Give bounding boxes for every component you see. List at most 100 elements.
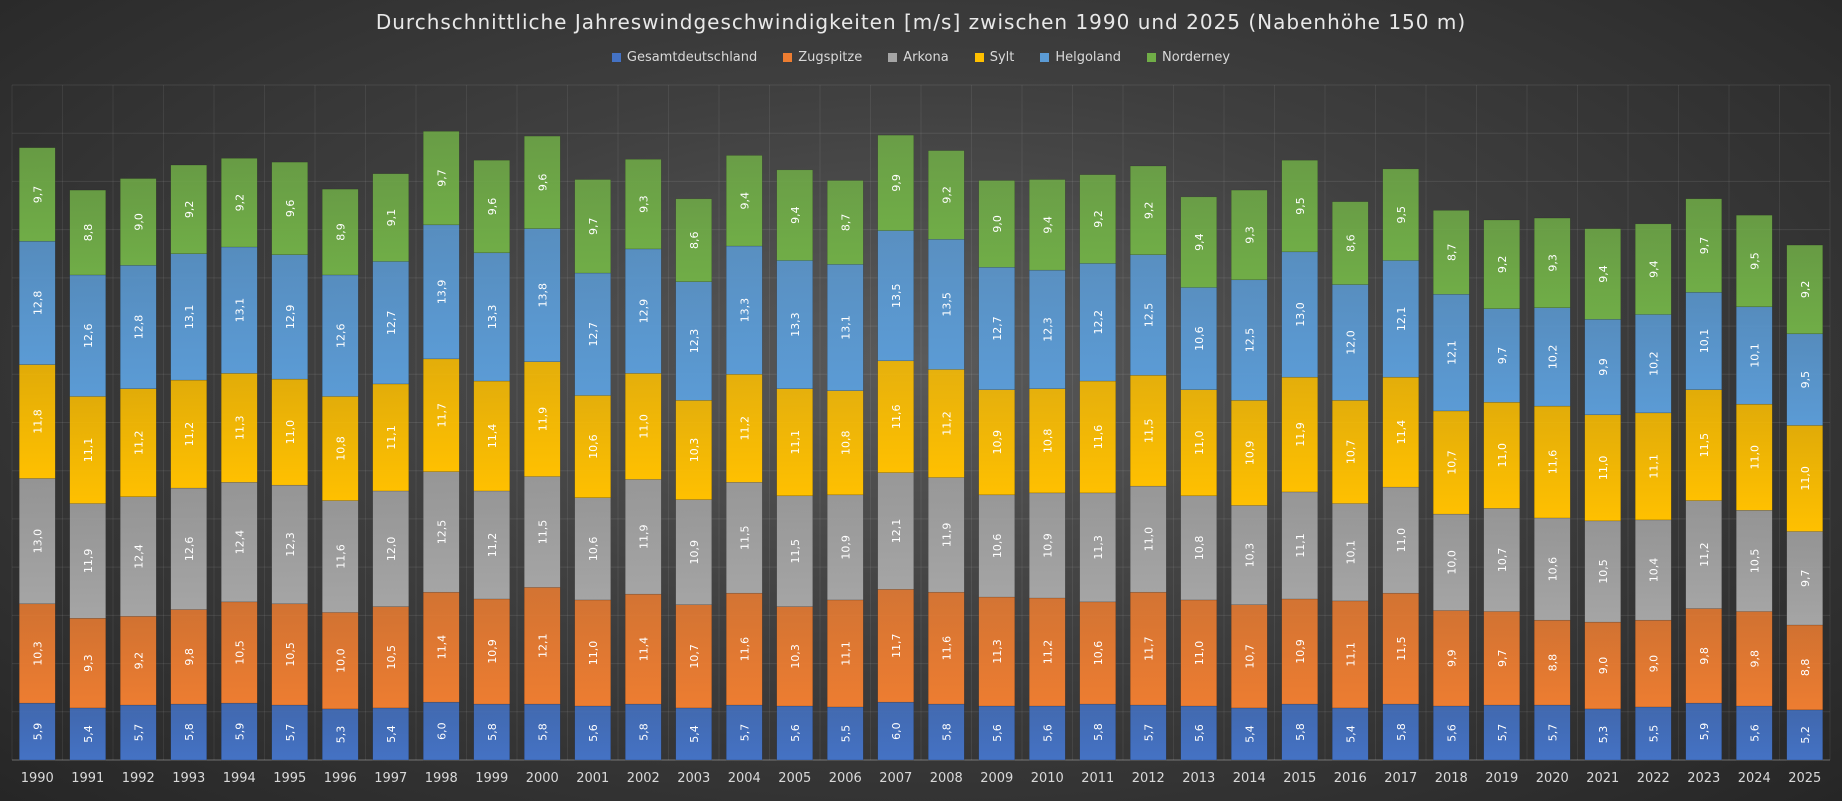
bar-arkona-1994 bbox=[221, 482, 258, 603]
bar-norderney-1991 bbox=[69, 189, 106, 276]
data-label: 13,3 bbox=[789, 312, 802, 337]
data-label: 10,8 bbox=[839, 431, 852, 456]
bar-zugspitze-1990 bbox=[19, 603, 56, 704]
chart-title: Durchschnittliche Jahreswindgeschwindigk… bbox=[375, 10, 1467, 34]
bar-sylt-2008 bbox=[928, 369, 965, 478]
data-label: 9,4 bbox=[738, 192, 751, 210]
bar-norderney-2015 bbox=[1281, 159, 1318, 253]
data-label: 11,9 bbox=[940, 523, 953, 548]
bar-sylt-1998 bbox=[423, 358, 460, 472]
bar-helgoland-2013 bbox=[1180, 287, 1217, 390]
data-label: 11,2 bbox=[1041, 640, 1054, 665]
data-label: 11,5 bbox=[1142, 418, 1155, 443]
data-label: 11,5 bbox=[789, 539, 802, 564]
legend-item-gesamtdeutschland[interactable]: Gesamtdeutschland bbox=[611, 50, 757, 65]
data-label: 5,8 bbox=[1294, 723, 1307, 741]
bar-gesamtdeutschland-2018 bbox=[1433, 705, 1470, 761]
bar-helgoland-2025 bbox=[1786, 333, 1823, 426]
bar-norderney-2025 bbox=[1786, 244, 1823, 335]
data-label: 12,6 bbox=[183, 537, 196, 562]
data-label: 11,4 bbox=[1395, 420, 1408, 445]
legend-item-norderney[interactable]: Norderney bbox=[1147, 50, 1230, 65]
data-label: 8,6 bbox=[1344, 234, 1357, 252]
data-label: 9,8 bbox=[1748, 650, 1761, 668]
data-label: 5,3 bbox=[1597, 726, 1610, 744]
bar-arkona-1995 bbox=[271, 484, 308, 605]
bar-helgoland-2009 bbox=[978, 267, 1015, 390]
data-label: 11,0 bbox=[637, 414, 650, 439]
bar-zugspitze-2018 bbox=[1433, 610, 1470, 707]
data-label: 13,5 bbox=[940, 292, 953, 317]
data-label: 10,8 bbox=[1193, 536, 1206, 561]
data-label: 10,8 bbox=[1041, 429, 1054, 454]
bar-arkona-1997 bbox=[372, 490, 409, 607]
bar-norderney-2008 bbox=[928, 150, 965, 240]
bar-zugspitze-1999 bbox=[473, 598, 510, 705]
bar-sylt-1996 bbox=[322, 396, 359, 501]
data-label: 11,9 bbox=[82, 549, 95, 574]
data-label: 11,0 bbox=[1395, 528, 1408, 553]
bar-norderney-2000 bbox=[524, 135, 561, 229]
bar-helgoland-1994 bbox=[221, 246, 258, 374]
legend-label: Norderney bbox=[1162, 50, 1231, 65]
bar-zugspitze-2003 bbox=[675, 604, 712, 709]
bar-sylt-2018 bbox=[1433, 410, 1470, 515]
data-label: 8,8 bbox=[1546, 654, 1559, 672]
data-label: 11,6 bbox=[1092, 425, 1105, 450]
bar-helgoland-2000 bbox=[524, 228, 561, 362]
bar-helgoland-1999 bbox=[473, 252, 510, 382]
data-label: 11,1 bbox=[385, 425, 398, 450]
bar-gesamtdeutschland-1993 bbox=[170, 703, 207, 761]
data-label: 11,2 bbox=[940, 411, 953, 436]
bar-gesamtdeutschland-2022 bbox=[1635, 706, 1672, 761]
bar-arkona-1996 bbox=[322, 500, 359, 613]
data-label: 5,7 bbox=[738, 724, 751, 742]
bar-zugspitze-2001 bbox=[574, 599, 611, 707]
data-label: 10,3 bbox=[688, 438, 701, 463]
legend-swatch bbox=[974, 53, 984, 62]
data-label: 11,1 bbox=[789, 430, 802, 455]
bar-sylt-2025 bbox=[1786, 425, 1823, 532]
data-label: 10,1 bbox=[1748, 343, 1761, 368]
bar-gesamtdeutschland-2000 bbox=[524, 703, 561, 761]
data-label: 10,9 bbox=[1041, 533, 1054, 558]
x-tick-label: 2014 bbox=[1233, 771, 1266, 786]
x-tick-label: 1991 bbox=[71, 771, 104, 786]
bar-zugspitze-1991 bbox=[69, 618, 106, 709]
data-label: 5,7 bbox=[1496, 724, 1509, 742]
bar-zugspitze-1994 bbox=[221, 601, 258, 704]
data-label: 10,6 bbox=[991, 534, 1004, 559]
bar-gesamtdeutschland-2016 bbox=[1332, 707, 1369, 761]
legend: Gesamtdeutschland Zugspitze Arkona Sylt Helg… bbox=[0, 50, 1842, 65]
data-label: 11,0 bbox=[587, 641, 600, 666]
data-label: 11,0 bbox=[1193, 641, 1206, 666]
bar-sylt-1994 bbox=[221, 373, 258, 483]
data-label: 10,0 bbox=[334, 648, 347, 673]
data-label: 12,3 bbox=[1041, 317, 1054, 342]
legend-item-arkona[interactable]: Arkona bbox=[888, 50, 949, 65]
legend-item-zugspitze[interactable]: Zugspitze bbox=[783, 50, 862, 65]
data-label: 10,9 bbox=[991, 430, 1004, 455]
legend-item-helgoland[interactable]: Helgoland bbox=[1040, 50, 1121, 65]
bar-zugspitze-2013 bbox=[1180, 599, 1217, 707]
data-label: 9,6 bbox=[536, 174, 549, 192]
bar-zugspitze-2022 bbox=[1635, 619, 1672, 708]
x-tick-label: 1994 bbox=[223, 771, 256, 786]
x-tick-label: 2016 bbox=[1334, 771, 1367, 786]
bar-gesamtdeutschland-2009 bbox=[978, 705, 1015, 761]
data-label: 11,7 bbox=[435, 403, 448, 428]
legend-item-sylt[interactable]: Sylt bbox=[974, 50, 1014, 65]
bar-arkona-2001 bbox=[574, 497, 611, 601]
data-label: 5,8 bbox=[536, 723, 549, 741]
data-label: 8,9 bbox=[334, 223, 347, 241]
data-label: 9,4 bbox=[1647, 260, 1660, 278]
data-label: 9,5 bbox=[1748, 252, 1761, 270]
bar-helgoland-2006 bbox=[827, 264, 864, 391]
legend-label: Helgoland bbox=[1055, 50, 1122, 65]
legend-swatch bbox=[1040, 53, 1050, 62]
data-label: 9,7 bbox=[31, 186, 44, 204]
bar-arkona-1991 bbox=[69, 503, 106, 619]
bar-zugspitze-2024 bbox=[1736, 611, 1773, 707]
data-label: 12,9 bbox=[284, 305, 297, 330]
bar-sylt-2005 bbox=[776, 388, 813, 497]
